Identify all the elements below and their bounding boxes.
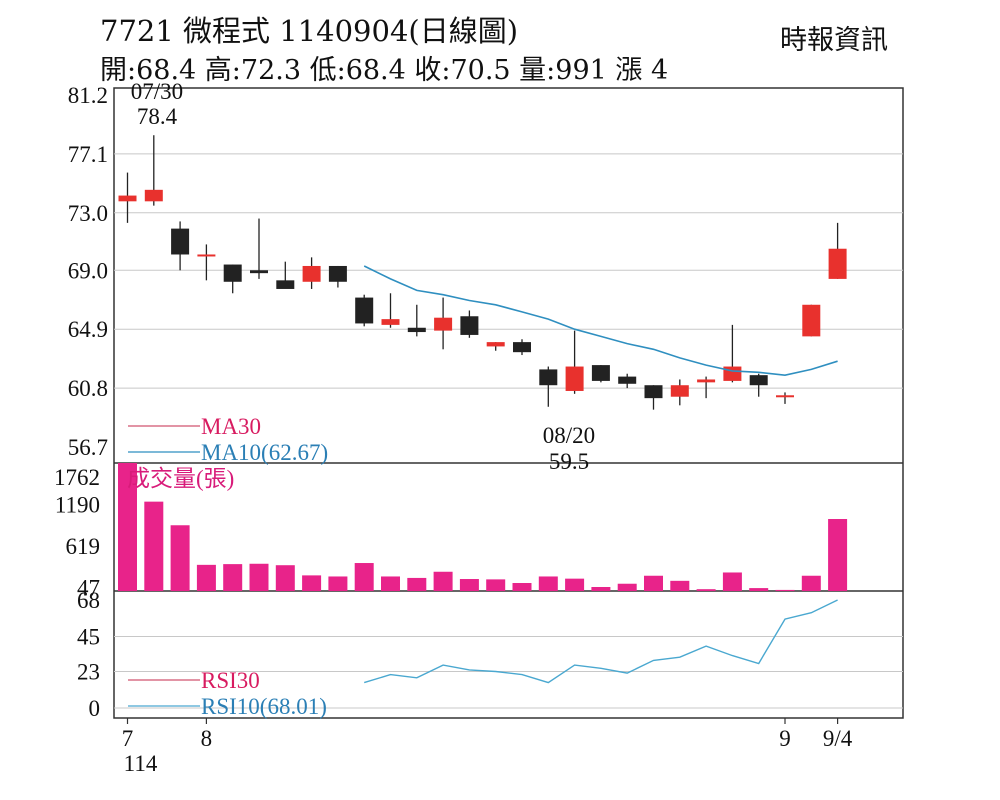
candle-up [302, 265, 321, 282]
candle-up [697, 379, 716, 383]
ohlc-summary: 開:68.4 高:72.3 低:68.4 收:70.5 量:991 漲 4 [100, 55, 669, 86]
high-annotation-date: 07/30 [131, 79, 183, 104]
volume-panel-label: 成交量(張) [127, 466, 234, 491]
volume-bar [775, 589, 795, 591]
volume-bar [144, 501, 164, 591]
volume-bar [459, 579, 479, 591]
x-tick-year-label: 114 [124, 751, 158, 776]
candle-down [644, 385, 663, 399]
volume-bar [538, 576, 558, 591]
rsi10-legend-label: RSI10(68.01) [201, 694, 327, 719]
ma30-legend-label: MA30 [201, 414, 261, 439]
candle-up [118, 195, 137, 202]
volume-bar [749, 588, 769, 591]
candle-up [144, 189, 163, 202]
volume-tick-label: 47 [77, 576, 100, 601]
volume-tick-label: 619 [66, 534, 101, 559]
candle-up [670, 385, 689, 397]
candle-down [591, 365, 610, 381]
candle-down [276, 280, 295, 289]
x-tick-label: 9/4 [823, 726, 853, 751]
candle-down [618, 376, 637, 384]
price-tick-label: 77.1 [68, 142, 108, 167]
volume-bar [249, 563, 269, 591]
volume-bar [275, 565, 295, 591]
volume-bar [328, 576, 348, 591]
data-source-label: 時報資訊 [780, 25, 888, 56]
candle-down [328, 265, 347, 282]
candle-up [381, 319, 400, 325]
volume-bar [486, 579, 506, 591]
volume-bar [828, 519, 848, 591]
candle-down [250, 270, 268, 274]
volume-bar [354, 563, 374, 591]
price-tick-label: 81.2 [68, 83, 108, 108]
rsi-tick-label: 0 [89, 696, 101, 721]
candle-down [355, 297, 374, 324]
candle-up [434, 317, 453, 331]
volume-bar [801, 575, 821, 591]
volume-bar [696, 589, 716, 591]
rsi30-legend-label: RSI30 [201, 668, 260, 693]
rsi-tick-label: 45 [77, 625, 100, 650]
candle-up [776, 395, 794, 398]
candle-up [565, 366, 584, 391]
candle-up [828, 248, 847, 279]
volume-bar [223, 564, 243, 591]
price-tick-label: 73.0 [68, 201, 108, 226]
volume-bar [617, 583, 637, 591]
ma10-line [363, 265, 838, 377]
price-tick-label: 69.0 [68, 258, 108, 283]
x-tick-label: 8 [201, 726, 213, 751]
x-tick-label: 9 [779, 726, 791, 751]
candle-down [539, 369, 558, 386]
candle-up [197, 254, 216, 257]
volume-bar [512, 583, 532, 591]
candle-down [171, 228, 190, 255]
price-tick-label: 64.9 [68, 317, 108, 342]
volume-bar [407, 577, 427, 591]
rsi-tick-label: 68 [77, 588, 100, 613]
x-tick-label: 7 [122, 726, 134, 751]
high-annotation-value: 78.4 [137, 104, 178, 129]
rsi-tick-label: 23 [77, 659, 100, 684]
rsi10-line [363, 599, 838, 684]
volume-bar [433, 571, 453, 591]
chart-title: 7721 微程式 1140904(日線圖) [100, 14, 519, 48]
volume-bar [565, 578, 585, 591]
ma10-legend-label: MA10(62.67) [201, 440, 328, 465]
chart-frame [113, 87, 904, 719]
volume-tick-label: 1762 [54, 465, 100, 490]
volume-tick-label: 1190 [55, 493, 100, 518]
volume-bar [302, 575, 322, 591]
volume-bar [196, 564, 216, 591]
low-annotation-value: 59.5 [549, 449, 589, 474]
price-tick-label: 60.8 [68, 376, 108, 401]
volume-bar [591, 587, 611, 591]
candle-down [407, 327, 426, 333]
volume-bar [381, 576, 400, 591]
candle-up [486, 342, 505, 347]
volume-bar [118, 463, 137, 591]
volume-bar [670, 580, 690, 591]
candle-down [749, 375, 768, 386]
volume-bar [644, 575, 663, 591]
low-annotation-date: 08/20 [543, 423, 595, 448]
volume-bar [722, 572, 742, 591]
candle-down [460, 316, 479, 335]
candle-down [513, 342, 531, 353]
candle-up [802, 304, 821, 337]
price-tick-label: 56.7 [68, 435, 108, 460]
candle-down [223, 264, 242, 282]
volume-bar [170, 525, 190, 591]
